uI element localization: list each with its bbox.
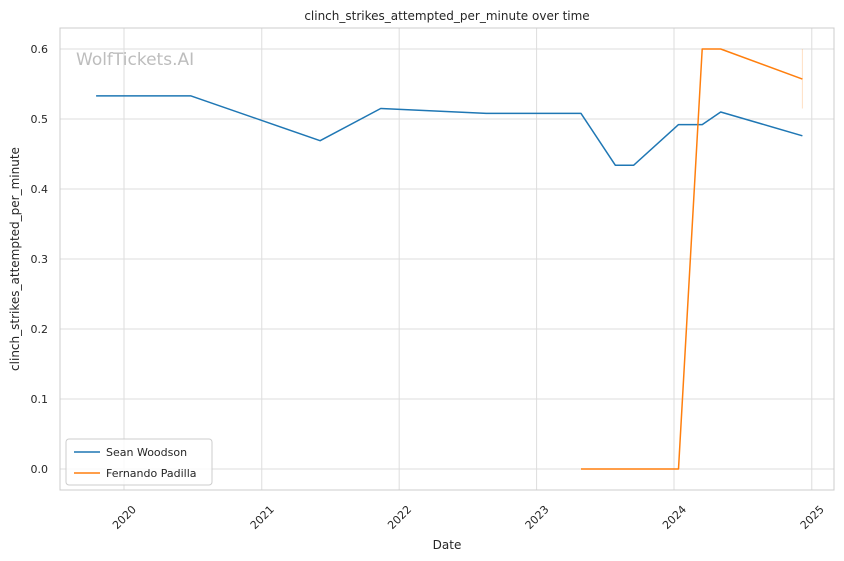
plot-frame xyxy=(59,27,835,491)
y-tick-label: 0.4 xyxy=(31,183,49,196)
grid-layer xyxy=(60,28,834,490)
x-tick-label: 2020 xyxy=(110,503,139,532)
legend-box xyxy=(65,438,213,486)
legend: Sean Woodson Fernando Padilla xyxy=(65,438,213,486)
y-tick-label: 0.0 xyxy=(31,463,49,476)
x-axis-label: Date xyxy=(433,538,462,552)
y-tick-label: 0.6 xyxy=(31,43,49,56)
y-tick-label: 0.3 xyxy=(31,253,49,266)
chart-title: clinch_strikes_attempted_per_minute over… xyxy=(304,9,589,23)
legend-label-1: Fernando Padilla xyxy=(106,467,197,480)
y-tick-label: 0.1 xyxy=(31,393,49,406)
x-tick-label: 2023 xyxy=(523,503,552,532)
series-line-1 xyxy=(581,48,803,470)
y-axis-label: clinch_strikes_attempted_per_minute xyxy=(8,147,22,371)
watermark-text: WolfTickets.AI xyxy=(76,50,194,70)
series-layer xyxy=(96,48,803,470)
x-tick-label: 2021 xyxy=(248,503,277,532)
y-tick-label: 0.2 xyxy=(31,323,49,336)
legend-label-0: Sean Woodson xyxy=(106,446,187,459)
y-tick-label: 0.5 xyxy=(31,113,49,126)
series-line-0 xyxy=(96,95,803,166)
x-tick-label: 2024 xyxy=(660,503,689,532)
x-tick-label: 2025 xyxy=(798,503,827,532)
x-tick-label: 2022 xyxy=(385,503,414,532)
